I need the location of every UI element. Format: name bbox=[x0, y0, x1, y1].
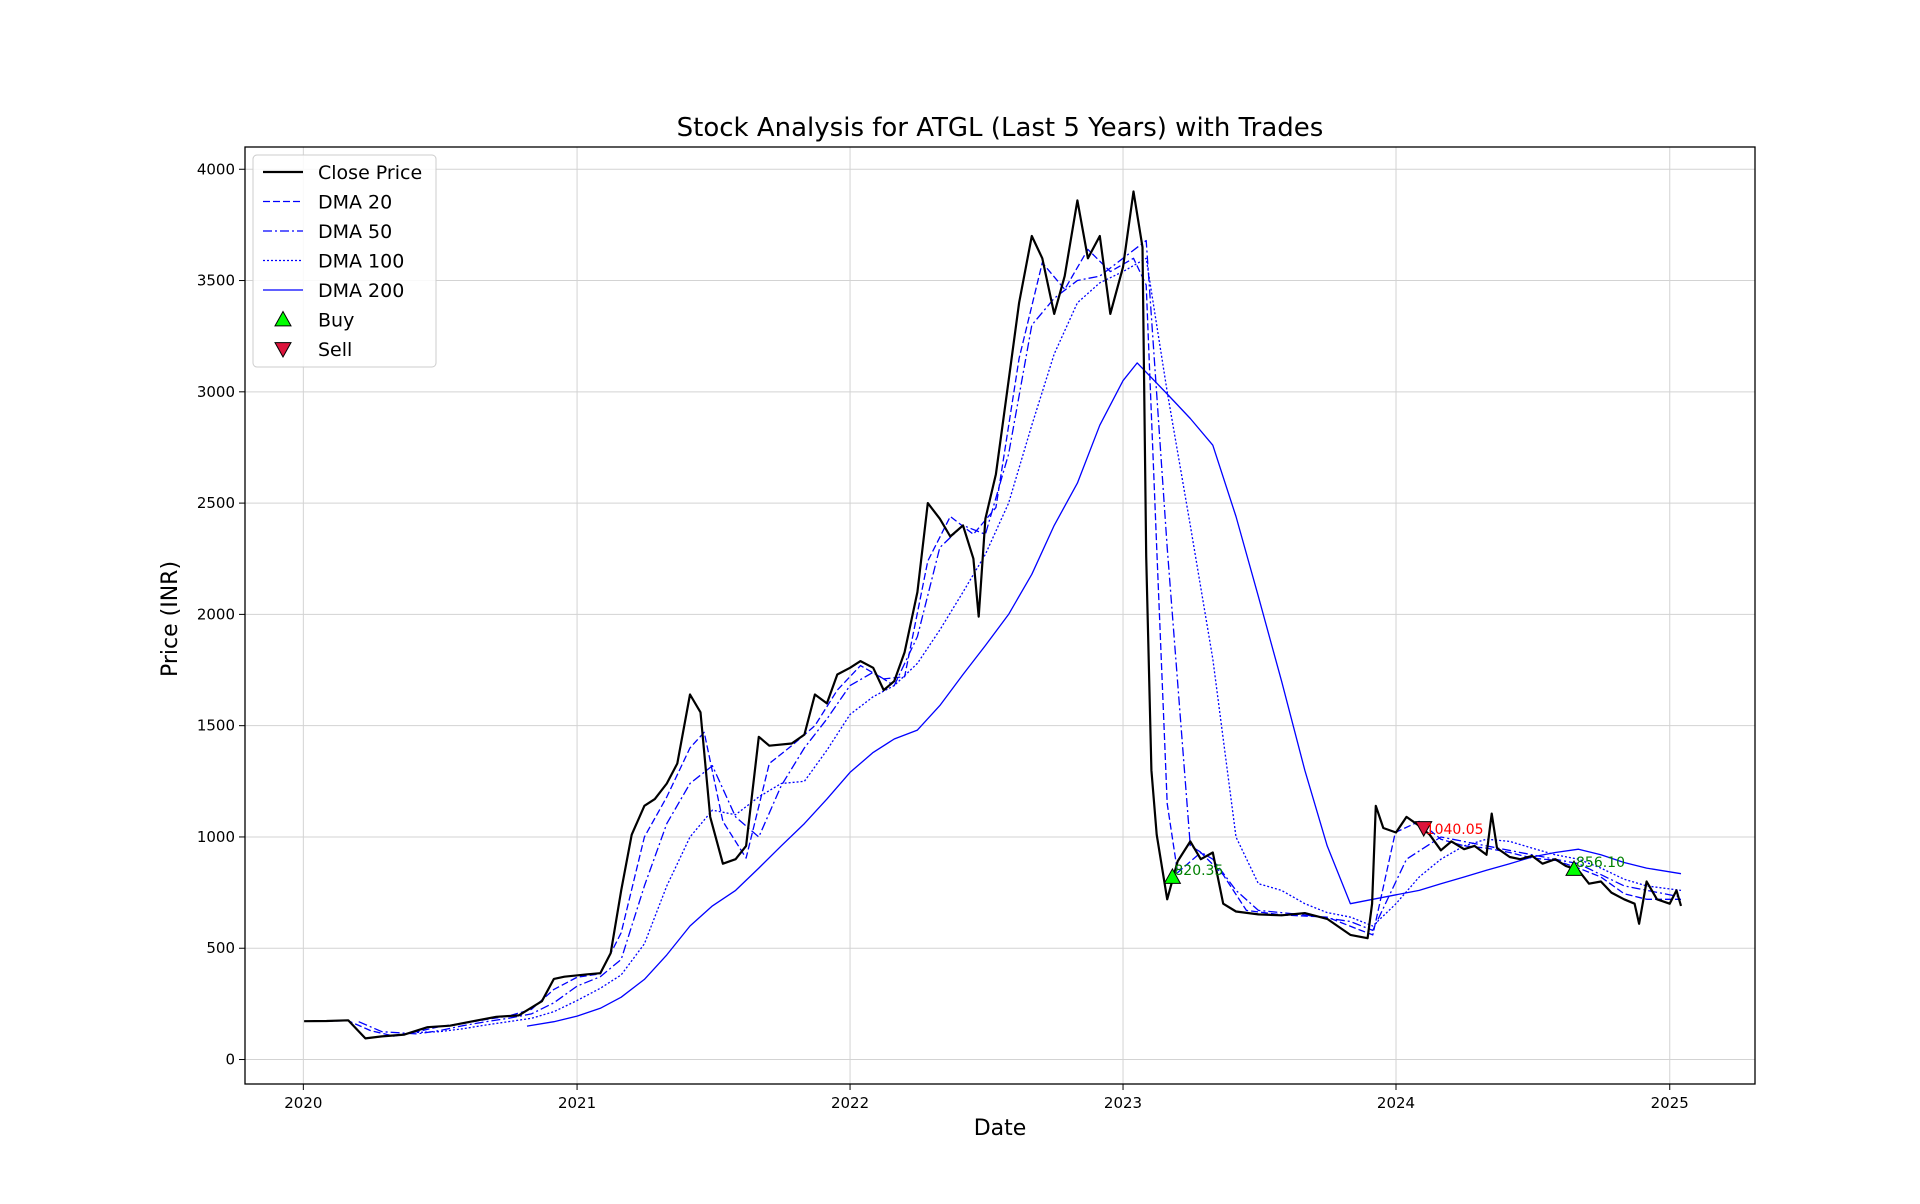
y-tick-label: 3000 bbox=[197, 383, 235, 401]
chart-title: Stock Analysis for ATGL (Last 5 Years) w… bbox=[677, 113, 1324, 143]
legend-item: Buy bbox=[274, 310, 354, 332]
series-line-dma-200 bbox=[526, 362, 1682, 1027]
legend-swatch bbox=[274, 342, 292, 359]
legend-item: DMA 200 bbox=[263, 280, 404, 302]
buy-price-label: 856.10 bbox=[1576, 855, 1625, 871]
sell-marker bbox=[1414, 821, 1433, 838]
y-tick-label: 0 bbox=[225, 1051, 235, 1069]
x-tick-label: 2025 bbox=[1651, 1094, 1689, 1112]
x-tick-label: 2023 bbox=[1104, 1094, 1142, 1112]
x-tick-label: 2024 bbox=[1377, 1094, 1415, 1112]
y-axis-label: Price (INR) bbox=[158, 561, 183, 677]
legend-item: DMA 20 bbox=[263, 192, 392, 214]
x-tick-label: 2021 bbox=[558, 1094, 596, 1112]
legend-item: Sell bbox=[274, 339, 352, 361]
y-tick-label: 2500 bbox=[197, 494, 235, 512]
legend-label: DMA 100 bbox=[318, 251, 404, 273]
legend-item: DMA 100 bbox=[263, 251, 404, 273]
x-tick-label: 2022 bbox=[831, 1094, 869, 1112]
legend-label: Buy bbox=[318, 310, 354, 332]
legend-swatch bbox=[274, 310, 292, 327]
axis-ticks: 2020 2021 2022 2023 2024 2025 0 500 1000 1500 2000… bbox=[197, 160, 1689, 1112]
buy-price-label: 820.35 bbox=[1174, 863, 1223, 879]
x-tick-label: 2020 bbox=[284, 1094, 322, 1112]
x-axis-label: Date bbox=[974, 1116, 1027, 1141]
sell-price-label: 1040.05 bbox=[1426, 822, 1484, 838]
y-tick-label: 500 bbox=[206, 939, 235, 957]
legend-label: DMA 20 bbox=[318, 192, 392, 214]
buy-marker bbox=[1163, 867, 1182, 884]
legend: Close Price DMA 20 DMA 50 DMA 100 DMA 200 Buy… bbox=[252, 154, 437, 368]
plot-frame bbox=[244, 146, 1756, 1085]
series-line-dma-50 bbox=[358, 239, 1682, 1035]
y-tick-label: 1500 bbox=[197, 717, 235, 735]
series-line-close-price bbox=[304, 190, 1683, 1040]
y-tick-label: 4000 bbox=[197, 160, 235, 178]
legend-item: Close Price bbox=[263, 162, 422, 184]
series-line-dma-20 bbox=[325, 248, 1681, 1037]
legend-item: DMA 50 bbox=[263, 221, 392, 243]
legend-label: DMA 200 bbox=[318, 280, 404, 302]
series-line-dma-100 bbox=[416, 257, 1682, 1034]
y-tick-label: 1000 bbox=[197, 828, 235, 846]
legend-label: DMA 50 bbox=[318, 221, 392, 243]
plot-area: 820.35 1040.05 856.10 bbox=[304, 190, 1683, 1040]
legend-label: Close Price bbox=[318, 162, 422, 184]
grid-lines bbox=[245, 147, 1755, 1084]
y-tick-label: 3500 bbox=[197, 272, 235, 290]
legend-label: Sell bbox=[318, 339, 352, 361]
legend-box bbox=[252, 154, 437, 368]
buy-marker bbox=[1565, 859, 1583, 876]
y-tick-label: 2000 bbox=[197, 605, 235, 623]
